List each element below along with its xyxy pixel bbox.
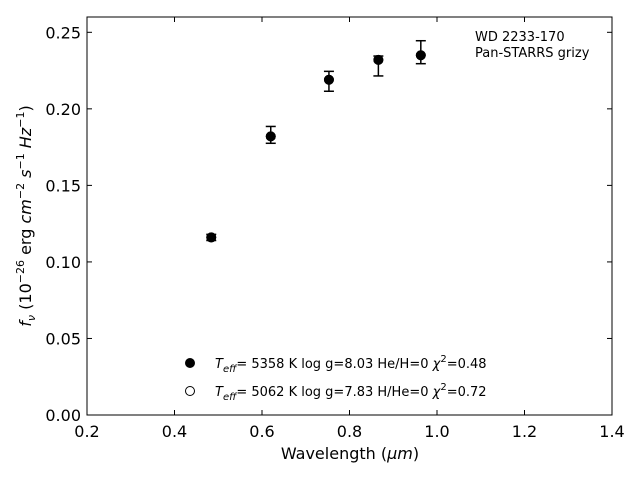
model-point-open [373, 54, 384, 65]
x-tick-label: 0.2 [74, 422, 99, 441]
error-bars [206, 39, 426, 242]
model-point-open [415, 50, 426, 61]
y-tick-label: 0.05 [45, 329, 81, 348]
legend-marker-filled [185, 358, 195, 368]
legend: Teff= 5358 K log g=8.03 He/H=0 χ2=0.48 Te… [185, 354, 487, 403]
x-axis-label: Wavelength (μm) [281, 444, 419, 463]
x-tick-label: 0.8 [337, 422, 362, 441]
axis-ticks: 0.2 0.4 0.6 0.8 1.0 1.2 1.4 0.00 0.05 0.10 0.15 0.2… [45, 17, 625, 441]
y-tick-label: 0.15 [45, 176, 81, 195]
x-tick-label: 1.4 [599, 422, 624, 441]
x-axis-label-main: Wavelength ( [281, 444, 387, 463]
data-points [206, 50, 426, 243]
model-point-open [323, 74, 334, 85]
legend-marker-open [185, 386, 195, 396]
y-tick-label: 0.00 [45, 406, 81, 425]
x-axis-label-close: ) [413, 444, 419, 463]
legend-entry: Teff= 5358 K log g=8.03 He/H=0 χ2=0.48 [215, 354, 487, 375]
x-tick-label: 1.0 [424, 422, 449, 441]
x-axis-label-unit: μm [386, 444, 413, 463]
plot-frame [86, 16, 613, 416]
legend-entry: Teff= 5062 K log g=7.83 H/He=0 χ2=0.72 [215, 382, 487, 403]
model-point-open [265, 131, 276, 142]
y-tick-label: 0.10 [45, 253, 81, 272]
x-tick-label: 1.2 [512, 422, 537, 441]
y-tick-label: 0.25 [45, 23, 81, 42]
model-point-open [206, 232, 217, 243]
annotation-line-2: Pan-STARRS grizy [475, 46, 590, 61]
y-axis-label: fν (10−26 erg cm−2 s−1 Hz−1) [14, 105, 38, 326]
x-tick-label: 0.4 [162, 422, 187, 441]
annotation-line-1: WD 2233-170 [475, 30, 565, 45]
x-tick-label: 0.6 [249, 422, 274, 441]
y-tick-label: 0.20 [45, 100, 81, 119]
